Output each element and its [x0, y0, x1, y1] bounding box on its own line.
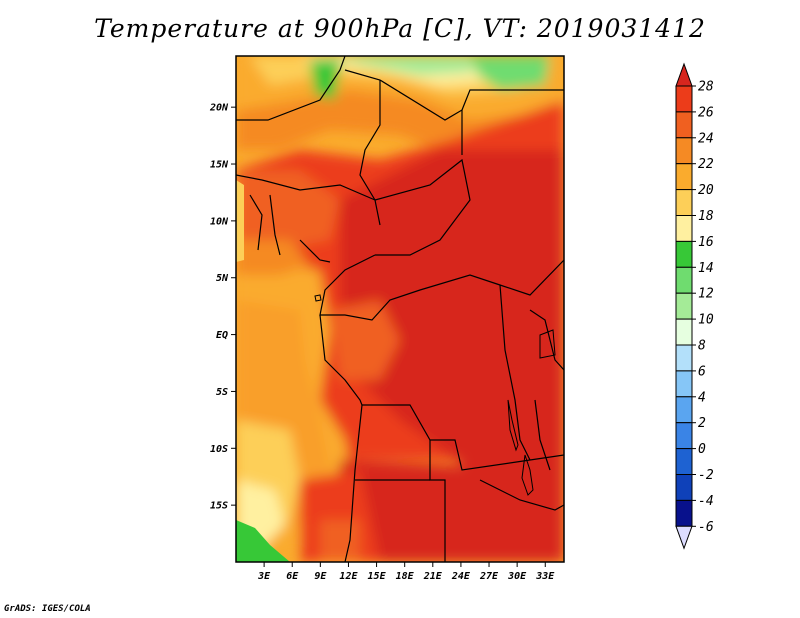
colorbar-label: 2 [698, 416, 706, 431]
colorbar-label: 10 [698, 313, 714, 328]
colorbar-segment [675, 163, 693, 191]
chart-title: Temperature at 900hPa [C], VT: 201903141… [94, 14, 706, 43]
colorbar-segment [675, 474, 693, 501]
x-axis: 3E 6E 9E 12E 15E 18E 21E 24E 27E 30E 33E [257, 562, 555, 582]
y-tick-label: 10N [210, 216, 229, 227]
x-tick-label: 18E [396, 571, 415, 582]
x-tick-label: 30E [507, 571, 527, 582]
colorbar-segment [675, 137, 693, 165]
colorbar-label: 26 [698, 105, 714, 120]
colorbar-segment [675, 318, 693, 346]
x-tick-label: 33E [535, 571, 555, 582]
colorbar-label: 24 [698, 131, 714, 146]
colorbar-label: 12 [698, 287, 714, 302]
country-borders [236, 56, 564, 562]
colorbar-bottom-arrow [675, 525, 693, 550]
colorbar-segment [675, 448, 693, 476]
plot-frame [235, 55, 565, 563]
x-tick-label: 3E [257, 571, 271, 582]
y-tick-label: 15S [210, 501, 228, 512]
colorbar-segment [675, 292, 693, 320]
y-tick-label: 5N [216, 273, 229, 284]
y-tick-label: 20N [209, 103, 229, 114]
colorbar-label: 6 [698, 364, 706, 379]
colorbar-label: 0 [698, 442, 706, 457]
colorbar-label: 28 [698, 80, 714, 95]
colorbar-segment [675, 422, 693, 450]
colorbar-segment [675, 499, 693, 527]
x-tick-label: 12E [339, 571, 358, 582]
x-tick-label: 24E [451, 571, 471, 582]
x-tick-label: 15E [368, 571, 387, 582]
y-tick-label: EQ [216, 330, 228, 341]
y-tick-label: 5S [216, 387, 228, 398]
colorbar-segment [675, 344, 693, 372]
colorbar-label: 18 [698, 209, 714, 224]
colorbar-label: 8 [698, 339, 706, 354]
grads-credit: GrADS: IGES/COLA [4, 604, 91, 614]
colorbar-label: 14 [698, 261, 714, 276]
colorbar-segment [675, 215, 693, 242]
colorbar-label: -2 [698, 468, 714, 483]
colorbar-label: -6 [698, 520, 714, 535]
x-tick-label: 27E [479, 571, 499, 582]
colorbar-label: 20 [698, 183, 714, 198]
colorbar-segment [675, 111, 693, 139]
y-tick-label: 15N [210, 160, 229, 171]
colorbar-segment [675, 266, 693, 294]
y-axis: 20N 15N 10N 5N EQ 5S 10S 15S [209, 103, 236, 512]
colorbar-segment [675, 240, 693, 268]
colorbar-segment [675, 189, 693, 217]
colorbar-label: 4 [698, 390, 706, 405]
colorbar-segment [675, 85, 693, 113]
colorbar-label: 22 [698, 157, 714, 172]
x-tick-label: 21E [423, 571, 443, 582]
y-tick-label: 10S [210, 444, 228, 455]
x-tick-label: 6E [286, 571, 299, 582]
temperature-field [236, 56, 564, 562]
colorbar-label: -4 [698, 494, 714, 509]
x-tick-label: 9E [314, 571, 327, 582]
colorbar-top-arrow [675, 62, 693, 87]
colorbar-label: 16 [698, 235, 714, 250]
lakes [314, 294, 556, 496]
colorbar-segment [675, 370, 693, 398]
colorbar-segment [675, 396, 693, 424]
